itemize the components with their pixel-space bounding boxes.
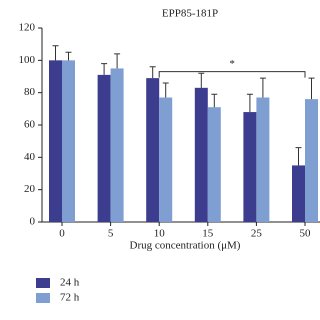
- x-tick-label: 0: [59, 228, 65, 240]
- error-bar: [259, 77, 266, 98]
- bar: [194, 87, 208, 222]
- error-bar: [295, 147, 302, 166]
- bar: [49, 60, 62, 223]
- error-bar: [198, 72, 205, 88]
- y-tick-label: 100: [19, 54, 36, 66]
- bar: [243, 112, 257, 222]
- x-tick-label: 5: [108, 228, 114, 240]
- error-bar: [52, 45, 59, 61]
- bar: [305, 99, 318, 222]
- chart-title: EPP85-181P: [162, 8, 218, 20]
- x-tick-label: 50: [300, 228, 312, 240]
- legend-swatch: [36, 293, 50, 303]
- error-bar: [149, 66, 156, 79]
- error-bar: [65, 51, 72, 61]
- error-bar: [114, 53, 121, 69]
- y-tick-label: 0: [30, 216, 36, 228]
- bar: [256, 97, 270, 222]
- bar: [62, 60, 75, 223]
- x-axis-label: Drug concentration (μM): [130, 240, 241, 252]
- error-bar: [211, 93, 218, 108]
- x-tick-label: 10: [154, 228, 166, 240]
- bar: [146, 78, 160, 222]
- bar: [207, 107, 221, 222]
- bar: [97, 74, 111, 222]
- y-tick-label: 120: [19, 22, 36, 34]
- error-bar: [162, 82, 169, 98]
- x-tick-label: 25: [251, 228, 263, 240]
- significance-label: *: [229, 58, 235, 70]
- y-tick-label: 40: [24, 151, 36, 163]
- error-bar: [101, 63, 108, 75]
- x-tick-label: 15: [202, 228, 214, 240]
- y-tick-label: 80: [24, 86, 36, 98]
- significance-bracket: [158, 71, 306, 78]
- bar: [159, 97, 173, 222]
- legend-label: 72 h: [60, 292, 80, 304]
- error-bar: [246, 93, 253, 113]
- y-tick-label: 20: [24, 183, 36, 195]
- bar: [292, 165, 305, 222]
- error-bar: [308, 77, 315, 100]
- y-tick-label: 60: [24, 119, 36, 131]
- bar: [110, 68, 124, 223]
- legend-label: 24 h: [60, 277, 80, 289]
- legend-swatch: [36, 278, 50, 288]
